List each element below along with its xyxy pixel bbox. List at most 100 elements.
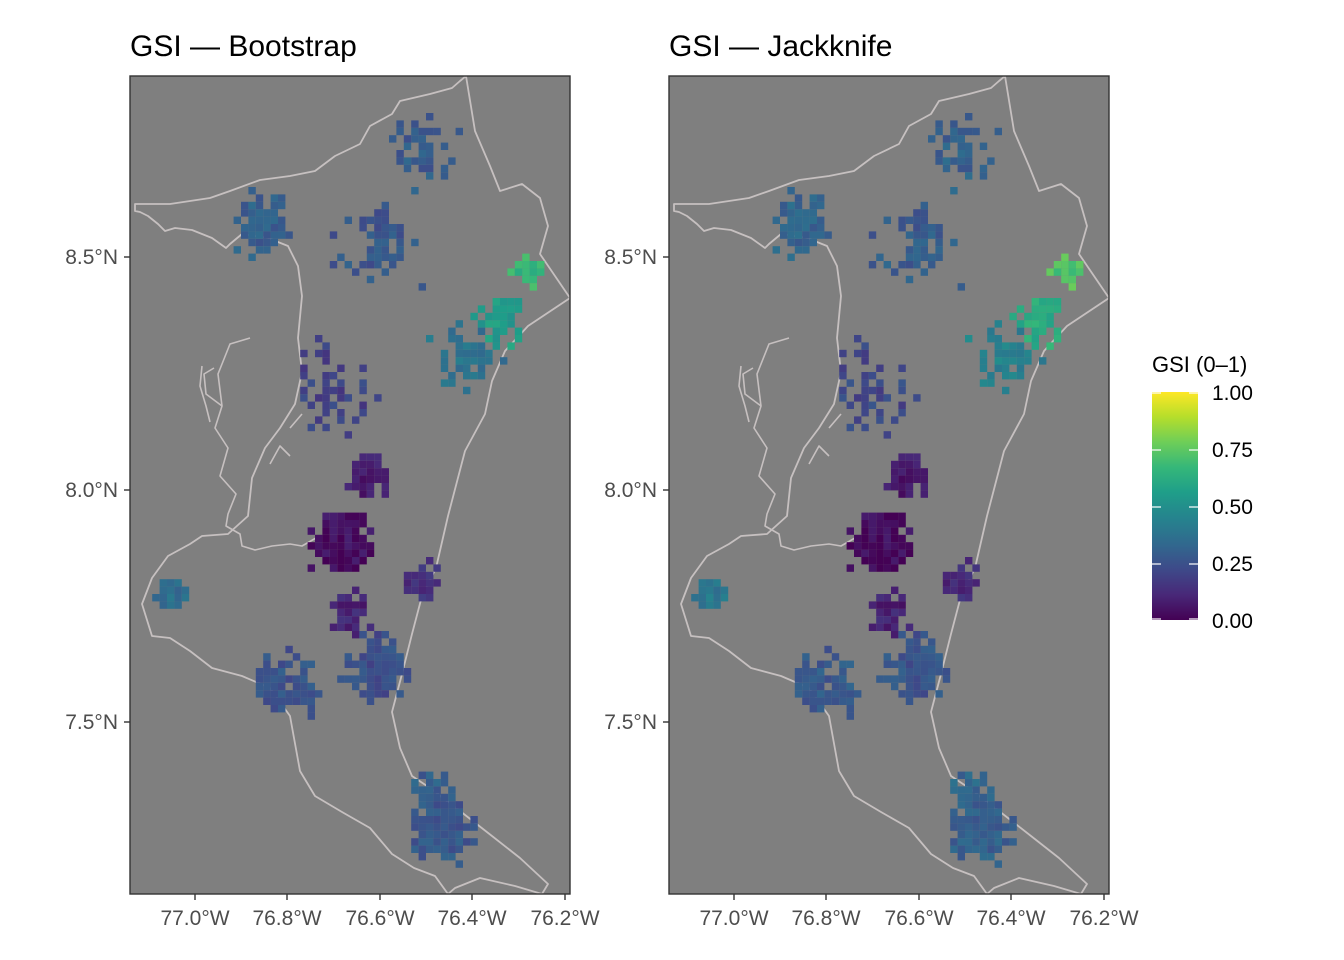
gsi-cell	[359, 601, 367, 609]
gsi-cell	[418, 801, 426, 809]
gsi-cell	[1039, 305, 1047, 313]
gsi-cell	[891, 468, 899, 476]
gsi-cell	[913, 238, 921, 247]
gsi-cell	[396, 253, 404, 261]
gsi-cell	[891, 631, 899, 639]
gsi-cell	[477, 364, 486, 372]
gsi-cell	[868, 261, 877, 269]
gsi-cell	[381, 238, 389, 247]
gsi-cell	[935, 224, 943, 232]
gsi-cell	[352, 660, 360, 668]
gsi-cell	[928, 653, 936, 661]
gsi-cell	[403, 164, 412, 173]
gsi-cell	[861, 409, 869, 417]
gsi-cell	[292, 653, 301, 661]
gsi-cell	[913, 660, 921, 668]
gsi-cell	[418, 142, 426, 150]
gsi-cell	[957, 816, 965, 824]
gsi-cell	[352, 549, 360, 557]
gsi-cell	[787, 224, 795, 232]
gsi-cell	[1031, 320, 1039, 328]
gsi-cell	[344, 542, 352, 550]
gsi-cell	[787, 216, 795, 224]
gsi-cell	[920, 216, 928, 224]
gsi-cell	[905, 216, 914, 224]
gsi-cell	[374, 631, 382, 639]
gsi-cell	[920, 645, 928, 654]
gsi-cell	[891, 601, 899, 609]
gsi-cell	[255, 194, 264, 202]
gsi-cell	[255, 246, 264, 254]
gsi-cell	[300, 394, 308, 402]
gsi-cell	[913, 460, 921, 469]
gsi-cell	[883, 520, 891, 528]
gsi-cell	[248, 238, 256, 247]
gsi-cell	[300, 682, 308, 691]
colorbar-legend: GSI (0–1) 1.00 0.75 0.50 0.25 0.00	[1152, 352, 1253, 633]
gsi-cell	[787, 187, 795, 195]
gsi-cell	[389, 660, 397, 668]
gsi-cell	[1046, 342, 1054, 350]
gsi-cell	[891, 534, 899, 543]
gsi-cell	[396, 157, 404, 165]
gsi-cell	[263, 653, 271, 661]
gsi-cell	[359, 608, 367, 617]
gsi-cell	[366, 475, 375, 483]
gsi-cell	[411, 571, 419, 580]
gsi-cell	[389, 135, 397, 143]
gsi-cell	[913, 638, 921, 646]
gsi-cell	[1053, 305, 1062, 313]
gsi-cell	[337, 608, 345, 617]
gsi-cell	[905, 246, 914, 254]
gsi-cell	[477, 320, 486, 328]
gsi-cell	[329, 527, 338, 535]
gsi-cell	[965, 164, 973, 173]
gsi-cell	[307, 564, 315, 572]
gsi-cell	[817, 201, 825, 210]
gsi-cell	[455, 801, 463, 809]
gsi-cell	[418, 157, 426, 165]
gsi-cell	[278, 194, 286, 202]
gsi-cell	[359, 520, 367, 528]
gsi-cell	[920, 490, 928, 498]
gsi-cell	[403, 675, 412, 683]
gsi-cell	[1024, 357, 1032, 365]
gsi-cell	[965, 793, 973, 802]
gsi-cell	[905, 527, 914, 535]
gsi-cell	[389, 253, 397, 261]
gsi-cell	[278, 231, 286, 239]
gsi-cell	[337, 534, 345, 543]
gsi-cell	[381, 653, 389, 661]
gsi-cell	[913, 246, 921, 254]
gsi-cell	[898, 475, 906, 483]
gsi-cell	[876, 253, 884, 261]
gsi-cell	[411, 579, 419, 587]
gsi-cell	[477, 357, 486, 365]
gsi-cell	[285, 231, 293, 239]
gsi-cell	[868, 401, 877, 409]
gsi-cell	[957, 127, 965, 136]
gsi-cell	[913, 224, 921, 232]
gsi-cell	[300, 697, 308, 705]
gsi-cell	[905, 697, 914, 705]
gsi-cell	[987, 845, 995, 853]
gsi-cell	[846, 564, 854, 572]
gsi-cell	[448, 830, 456, 839]
gsi-cell	[891, 268, 899, 276]
gsi-cell	[463, 342, 471, 350]
gsi-cell	[366, 460, 375, 469]
gsi-cell	[898, 460, 906, 469]
gsi-cell	[344, 601, 352, 609]
gsi-cell	[278, 675, 286, 683]
gsi-cell	[898, 379, 906, 387]
gsi-cell	[809, 201, 817, 210]
gsi-cell	[883, 512, 891, 520]
gsi-cell	[344, 394, 352, 402]
gsi-cell	[972, 779, 980, 787]
gsi-cell	[802, 682, 810, 691]
gsi-cell	[868, 512, 877, 520]
gsi-cell	[1068, 283, 1076, 291]
gsi-cell	[979, 164, 988, 173]
gsi-cell	[994, 364, 1002, 372]
gsi-cell	[1039, 312, 1047, 321]
